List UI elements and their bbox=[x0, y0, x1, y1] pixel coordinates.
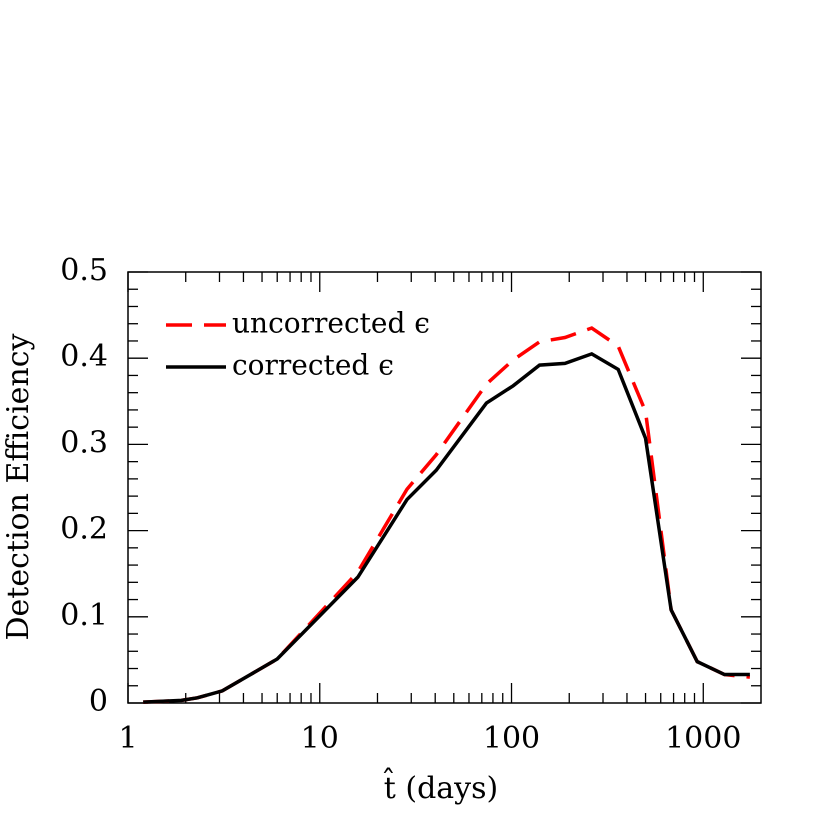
data-line bbox=[143, 326, 751, 704]
y-tick-label: 0.3 bbox=[60, 425, 108, 460]
x-axis-label: t̂ (days) bbox=[383, 767, 498, 806]
x-tick-label: 1 bbox=[118, 721, 137, 756]
y-tick-label: 0.2 bbox=[60, 512, 108, 547]
y-axis-label: Detection Efficiency bbox=[1, 333, 36, 640]
y-tick-label: 0.5 bbox=[60, 253, 108, 288]
y-tick-label: 0.1 bbox=[60, 598, 108, 633]
plot-frame bbox=[127, 271, 762, 704]
x-tick-label: 100 bbox=[483, 721, 540, 756]
x-tick-label: 10 bbox=[301, 721, 339, 756]
x-tick-label: 1000 bbox=[665, 721, 741, 756]
y-tick-label: 0.4 bbox=[60, 339, 108, 374]
data-line bbox=[143, 351, 750, 704]
legend-label: corrected ϵ bbox=[232, 349, 394, 382]
y-tick-label: 0 bbox=[89, 684, 108, 719]
legend-label: uncorrected ϵ bbox=[232, 307, 430, 340]
